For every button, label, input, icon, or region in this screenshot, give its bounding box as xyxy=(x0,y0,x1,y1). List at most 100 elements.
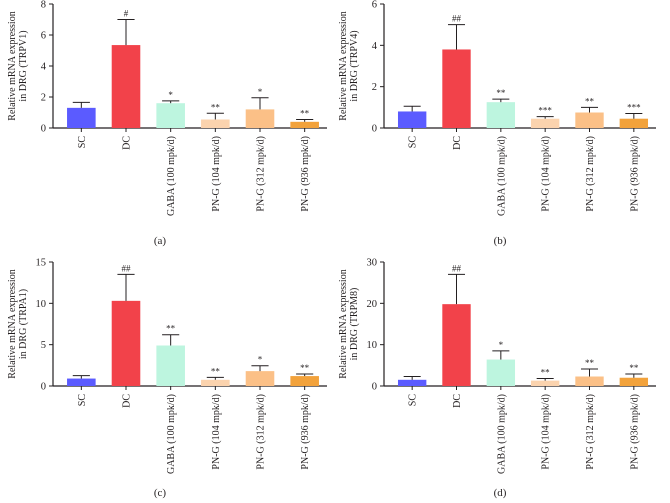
y-tick-label: 6 xyxy=(41,31,46,42)
bar-2 xyxy=(442,49,471,128)
y-tick-label: 10 xyxy=(36,299,47,310)
bar-4 xyxy=(201,119,230,128)
significance-label: ** xyxy=(496,88,506,98)
y-tick-label: 30 xyxy=(367,258,378,269)
significance-label: * xyxy=(258,355,263,365)
y-tick-label: 0 xyxy=(41,124,46,135)
bar-1 xyxy=(397,379,427,386)
x-tick-label: PN-G (104 mpk/d) xyxy=(211,136,222,212)
significance-label: ** xyxy=(166,324,176,334)
bar-4 xyxy=(530,118,560,128)
significance-label: # xyxy=(124,9,129,19)
significance-label: *** xyxy=(538,106,552,116)
panel-label: (a) xyxy=(154,235,167,247)
x-tick-label: PN-G (104 mpk/d) xyxy=(541,394,552,470)
x-tick-label: SC xyxy=(408,394,419,407)
bar-6 xyxy=(290,121,319,128)
x-tick-label: DC xyxy=(122,394,133,408)
bar-4 xyxy=(201,379,230,386)
significance-label: ** xyxy=(300,363,310,373)
x-tick-label: SC xyxy=(77,136,88,149)
y-tick-label: 0 xyxy=(372,124,377,135)
x-tick-label: PN-G (104 mpk/d) xyxy=(211,394,222,470)
x-tick-label: PN-G (104 mpk/d) xyxy=(541,136,552,212)
significance-label: ** xyxy=(211,366,221,376)
x-tick-label: PN-G (312 mpk/d) xyxy=(256,136,267,212)
x-tick-label: GABA (100 mpk/d) xyxy=(166,394,177,474)
bar-1 xyxy=(67,107,96,128)
x-tick-label: PN-G (936 mpk/d) xyxy=(629,136,640,212)
significance-label: ** xyxy=(585,358,595,368)
bar-5 xyxy=(575,376,604,386)
panel-label: (d) xyxy=(494,487,507,499)
y-axis-title-line: in DRG (TRPV4) xyxy=(349,30,360,101)
y-axis-title-line: in DRG (TRPM8) xyxy=(349,288,360,361)
x-tick-label: DC xyxy=(452,394,463,408)
y-tick-label: 0 xyxy=(41,382,46,393)
bar-2 xyxy=(111,300,141,386)
x-tick-label: GABA (100 mpk/d) xyxy=(166,136,177,216)
bar-3 xyxy=(486,102,516,128)
x-tick-label: SC xyxy=(77,394,88,407)
chart-panel-4: 0 10 20 30 Relative mRNA expression in DRG (T… xyxy=(338,258,656,499)
significance-label: *** xyxy=(627,103,641,113)
x-tick-label: GABA (100 mpk/d) xyxy=(496,136,507,216)
y-tick-label: 20 xyxy=(367,299,378,310)
x-tick-label: DC xyxy=(452,136,463,150)
significance-label: * xyxy=(258,87,263,97)
x-tick-label: GABA (100 mpk/d) xyxy=(496,394,507,474)
y-axis-title-line: Relative mRNA expression xyxy=(338,269,349,378)
bar-3 xyxy=(156,345,185,386)
y-axis-title-line: in DRG (TRPA1) xyxy=(18,289,29,359)
bar-6 xyxy=(619,118,649,128)
significance-label: * xyxy=(499,340,504,350)
y-tick-label: 0 xyxy=(372,382,377,393)
x-tick-label: PN-G (312 mpk/d) xyxy=(585,136,596,212)
y-tick-label: 4 xyxy=(372,41,378,52)
bar-1 xyxy=(397,111,427,128)
bar-1 xyxy=(67,378,96,386)
bar-3 xyxy=(486,359,516,386)
significance-label: * xyxy=(168,90,173,100)
y-axis-title-line: in DRG (TRPV1) xyxy=(18,30,29,101)
significance-label: ## xyxy=(452,14,462,24)
bar-4 xyxy=(530,380,560,386)
bar-5 xyxy=(245,109,275,128)
bar-6 xyxy=(619,377,649,386)
bar-5 xyxy=(575,112,604,128)
y-tick-label: 8 xyxy=(41,0,46,11)
x-tick-label: PN-G (936 mpk/d) xyxy=(629,394,640,470)
y-tick-label: 5 xyxy=(41,340,46,351)
significance-label: ## xyxy=(122,263,132,273)
y-tick-label: 4 xyxy=(41,62,47,73)
significance-label: ** xyxy=(300,108,310,118)
chart-panel-2: 0 2 4 6 Relative mRNA expression in DRG (TRPV… xyxy=(338,0,656,247)
y-tick-label: 2 xyxy=(372,82,377,93)
significance-label: ** xyxy=(541,368,551,378)
significance-label: ** xyxy=(585,96,595,106)
x-tick-label: PN-G (312 mpk/d) xyxy=(256,394,267,470)
y-tick-label: 2 xyxy=(41,93,46,104)
panel-label: (b) xyxy=(494,235,507,247)
significance-label: ## xyxy=(452,263,462,273)
significance-label: ** xyxy=(211,102,221,112)
x-tick-label: PN-G (936 mpk/d) xyxy=(300,136,311,212)
chart-panel-3: 0 5 10 15 Relative mRNA expression in DRG (TR… xyxy=(7,258,327,499)
bar-3 xyxy=(156,103,185,128)
x-tick-label: PN-G (936 mpk/d) xyxy=(300,394,311,470)
y-tick-label: 15 xyxy=(36,258,47,269)
chart-panel-1: 0 2 4 6 8 Relative mRNA expression in DRG (TRP… xyxy=(7,0,327,247)
bar-2 xyxy=(111,45,141,129)
y-axis-title-line: Relative mRNA expression xyxy=(7,11,18,120)
y-axis-title-line: Relative mRNA expression xyxy=(338,11,349,120)
y-tick-label: 6 xyxy=(372,0,377,11)
x-tick-label: PN-G (312 mpk/d) xyxy=(585,394,596,470)
bar-6 xyxy=(290,376,319,386)
y-tick-label: 10 xyxy=(367,340,378,351)
x-tick-label: SC xyxy=(408,136,419,149)
panel-label: (c) xyxy=(154,487,167,499)
significance-label: ** xyxy=(629,363,639,373)
bar-2 xyxy=(442,304,471,386)
